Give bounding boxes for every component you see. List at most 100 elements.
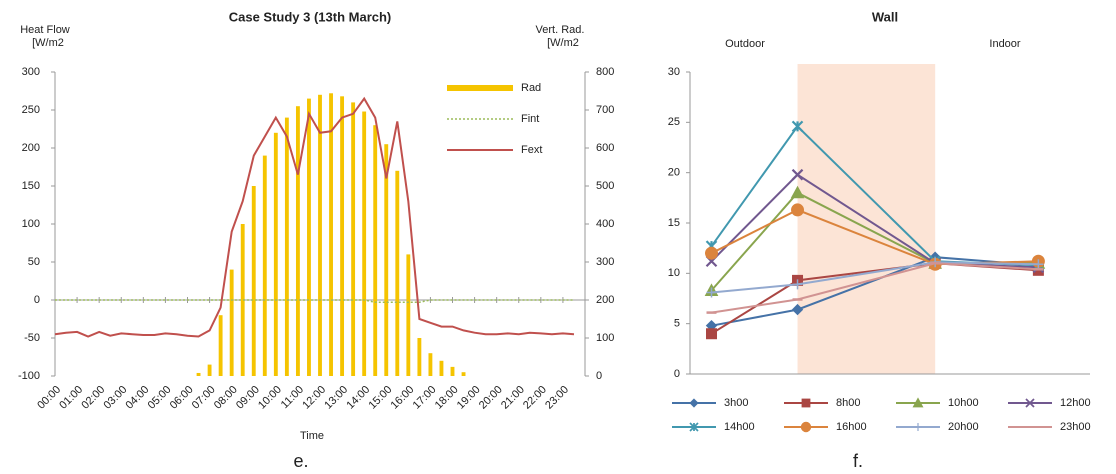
bar	[417, 338, 422, 376]
legend-label: 20h00	[948, 421, 979, 433]
annotation: Indoor	[989, 38, 1021, 50]
y-tick-label: 50	[28, 256, 40, 268]
y-tick-label: 300	[22, 66, 40, 78]
y-tick-label: 25	[668, 116, 680, 128]
y-tick-label: 10	[668, 267, 680, 279]
y2-tick-label: 200	[596, 294, 614, 306]
bar	[373, 125, 378, 376]
legend-label: 10h00	[948, 397, 979, 409]
marker	[912, 397, 924, 408]
marker	[705, 246, 719, 260]
y-axis-label: Heat Flow	[20, 24, 70, 36]
x-tick-label: 09:00	[234, 384, 262, 412]
marker	[791, 120, 804, 133]
x-tick-label: 17:00	[411, 384, 439, 412]
bar	[196, 372, 201, 376]
x-tick-label: 08:00	[212, 384, 240, 412]
bar	[329, 93, 333, 376]
legend-label: 12h00	[1060, 397, 1091, 409]
x-tick-label: 10:00	[256, 384, 284, 412]
bar	[439, 360, 444, 376]
y-tick-label: -100	[18, 370, 40, 382]
bar	[251, 186, 256, 376]
legend-label: 16h00	[836, 421, 867, 433]
y2-tick-label: 700	[596, 104, 614, 116]
legend-label: 14h00	[724, 421, 755, 433]
x-tick-label: 21:00	[499, 384, 527, 412]
y-tick-label: 5	[674, 318, 680, 330]
y2-tick-label: 600	[596, 142, 614, 154]
x-tick-label: 03:00	[101, 384, 129, 412]
annotation: Outdoor	[725, 38, 765, 50]
x-tick-label: 05:00	[146, 384, 174, 412]
line	[54, 96, 575, 338]
x-tick-label: 14:00	[344, 384, 372, 412]
x-tick-label: 06:00	[168, 384, 196, 412]
x-tick-label: 01:00	[57, 384, 85, 412]
marker	[790, 185, 805, 199]
y-tick-label: 150	[22, 180, 40, 192]
x-axis-label: Time	[300, 430, 324, 442]
line	[711, 256, 1039, 327]
bar	[207, 364, 212, 376]
bar	[229, 269, 234, 376]
y-tick-label: 250	[22, 104, 40, 116]
y-tick-label: 100	[22, 218, 40, 230]
y-tick-label: 200	[22, 142, 40, 154]
marker	[792, 279, 803, 290]
bar	[307, 98, 311, 376]
line	[711, 261, 1039, 294]
bar	[262, 155, 267, 376]
y-tick-label: 20	[668, 167, 680, 179]
y2-axis-label: Vert. Rad.	[536, 24, 585, 36]
line	[711, 262, 1039, 314]
x-tick-label: 13:00	[322, 384, 350, 412]
legend-label: Fint	[521, 113, 539, 125]
marker	[791, 203, 805, 217]
legend-label: 8h00	[836, 397, 860, 409]
x-tick-label: 12:00	[300, 384, 328, 412]
marker	[801, 398, 811, 408]
bar	[384, 144, 389, 376]
marker	[791, 168, 804, 181]
x-tick-label: 15:00	[366, 384, 394, 412]
y2-tick-label: 300	[596, 256, 614, 268]
y-axis-label: [W/m2	[32, 37, 64, 49]
bar	[406, 254, 411, 376]
chart-title: Case Study 3 (13th March)	[229, 9, 392, 24]
legend-label: Rad	[521, 82, 541, 94]
caption: f.	[853, 451, 863, 471]
bar	[273, 132, 278, 376]
y2-tick-label: 500	[596, 180, 614, 192]
marker	[706, 287, 717, 298]
x-tick-label: 00:00	[35, 384, 63, 412]
marker	[689, 398, 699, 408]
x-tick-label: 22:00	[521, 384, 549, 412]
marker	[1033, 259, 1044, 270]
y-tick-label: 0	[674, 368, 680, 380]
y2-axis-label: [W/m2	[547, 37, 579, 49]
bar	[295, 106, 300, 376]
x-tick-label: 23:00	[543, 384, 571, 412]
marker	[791, 303, 804, 316]
x-tick-label: 04:00	[124, 384, 152, 412]
legend-swatch	[447, 85, 513, 91]
y2-tick-label: 0	[596, 370, 602, 382]
y-tick-label: -50	[24, 332, 40, 344]
x-tick-label: 11:00	[279, 384, 306, 411]
y2-tick-label: 100	[596, 332, 614, 344]
bar	[362, 111, 367, 377]
marker	[913, 422, 922, 431]
legend-label: 23h00	[1060, 421, 1091, 433]
bar	[340, 96, 345, 376]
x-tick-label: 20:00	[477, 384, 505, 412]
caption: e.	[293, 451, 308, 471]
legend-label: 3h00	[724, 397, 748, 409]
marker	[800, 421, 812, 433]
bar	[395, 170, 400, 376]
y2-tick-label: 400	[596, 218, 614, 230]
bar	[318, 94, 322, 377]
y2-tick-label: 800	[596, 66, 614, 78]
